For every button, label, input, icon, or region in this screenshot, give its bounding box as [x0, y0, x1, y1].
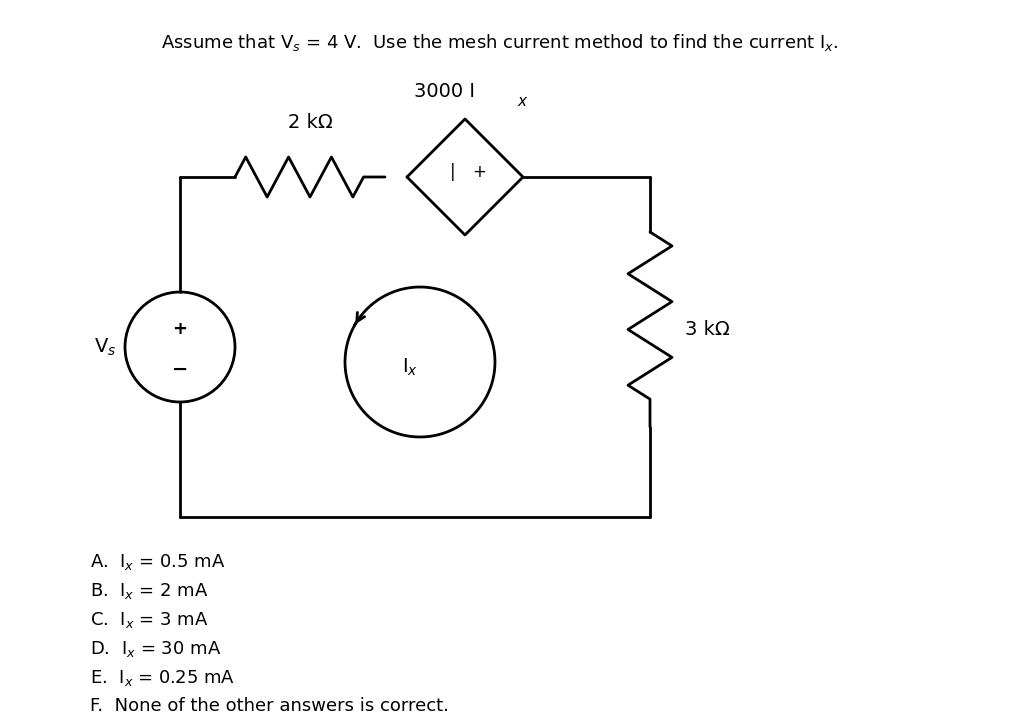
- Text: B.  I$_x$ = 2 mA: B. I$_x$ = 2 mA: [90, 581, 209, 601]
- Text: |: |: [450, 163, 456, 181]
- Text: 3 kΩ: 3 kΩ: [685, 320, 730, 339]
- Text: 2 kΩ: 2 kΩ: [288, 113, 332, 132]
- Text: E.  I$_x$ = 0.25 mA: E. I$_x$ = 0.25 mA: [90, 668, 235, 688]
- Text: +: +: [472, 163, 486, 181]
- Text: A.  I$_x$ = 0.5 mA: A. I$_x$ = 0.5 mA: [90, 552, 225, 572]
- Text: Assume that V$_s$ = 4 V.  Use the mesh current method to find the current I$_x$.: Assume that V$_s$ = 4 V. Use the mesh cu…: [161, 32, 838, 53]
- Text: x: x: [517, 94, 526, 109]
- Text: I$_x$: I$_x$: [402, 356, 418, 377]
- Text: +: +: [173, 320, 188, 338]
- Text: F.  None of the other answers is correct.: F. None of the other answers is correct.: [90, 697, 449, 715]
- Text: C.  I$_x$ = 3 mA: C. I$_x$ = 3 mA: [90, 610, 209, 630]
- Text: D.  I$_x$ = 30 mA: D. I$_x$ = 30 mA: [90, 639, 221, 659]
- Text: V$_s$: V$_s$: [94, 337, 116, 358]
- Text: 3000 I: 3000 I: [414, 82, 475, 101]
- Text: −: −: [172, 359, 189, 379]
